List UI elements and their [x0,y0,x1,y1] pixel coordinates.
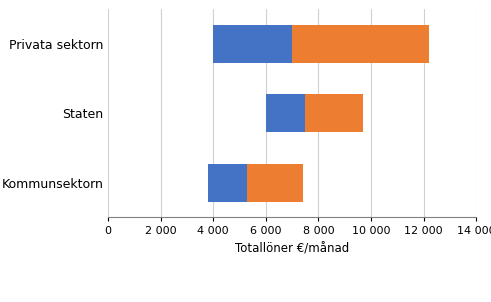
Bar [213,25,292,63]
Bar [266,94,305,132]
Bar [292,25,429,63]
Bar [208,164,247,202]
X-axis label: Totallöner €/månad: Totallöner €/månad [235,242,349,255]
Bar [247,164,302,202]
Legend: decil 1 - median, median - decil 9: decil 1 - median, median - decil 9 [169,301,415,302]
Bar [305,94,363,132]
